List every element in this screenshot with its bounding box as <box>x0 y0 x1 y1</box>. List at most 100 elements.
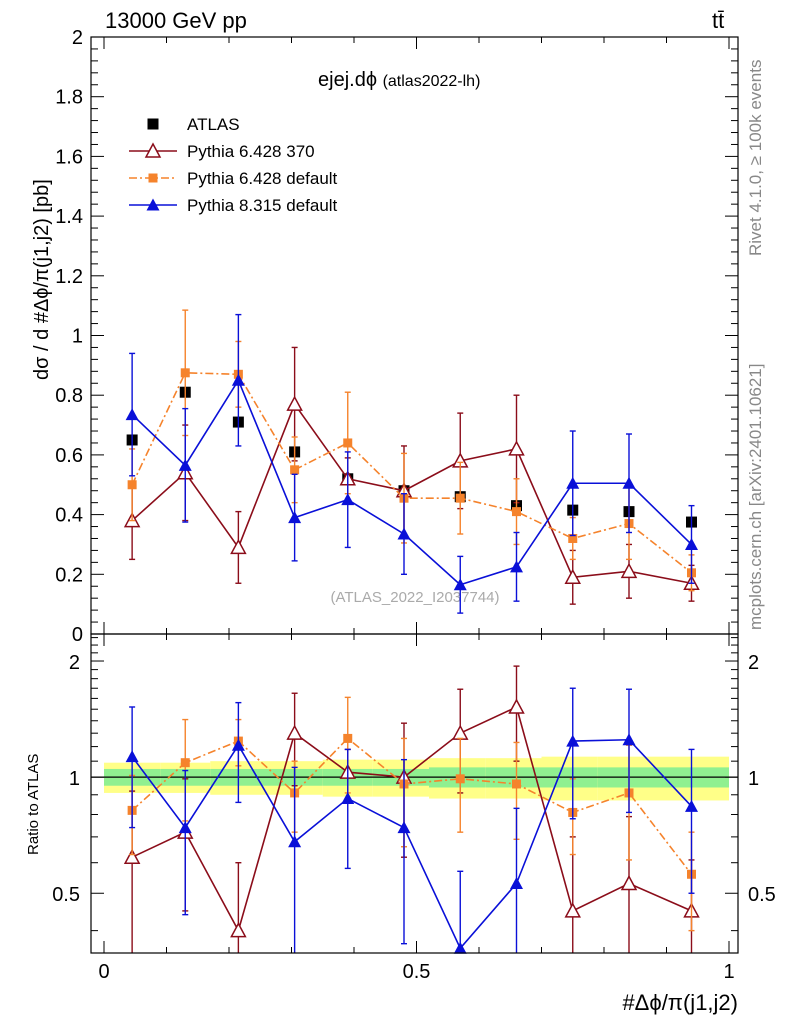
main-point-pythia-6-428-370 <box>286 395 303 411</box>
ratio-point-pythia-6-428-370 <box>508 698 525 714</box>
ratio-point-pythia-8-315-default <box>231 738 245 751</box>
ratio-point-pythia-6-428-370 <box>286 724 303 740</box>
ratio-y-axis-label: Ratio to ATLAS <box>25 754 42 855</box>
main-y-tick-label: 1.8 <box>55 87 83 109</box>
main-point-pythia-8-315-default <box>685 537 698 550</box>
main-point-pythia-8-315-default <box>178 458 192 471</box>
main-y-tick-label: 2 <box>72 27 83 49</box>
ratio-point-pythia-6-428-370 <box>620 874 638 891</box>
legend-item-atlas: ATLAS <box>147 115 240 134</box>
ratio-point-pythia-8-315-default <box>397 821 411 834</box>
legend-item-pythia-6-428-default: Pythia 6.428 default <box>129 169 338 188</box>
main-point-pythia-6-428-default <box>180 368 190 378</box>
ratio-panel: 0.5 0.5 1 1 2 2 0 0.5 1 Ratio to ATLAS #Δϕ/π(j1… <box>25 633 776 1015</box>
ratio-point-pythia-6-428-default <box>512 779 521 789</box>
ratio-y-tick-label: 0.5 <box>52 884 80 906</box>
main-point-pythia-6-428-370 <box>230 538 247 555</box>
legend-label: Pythia 8.315 default <box>187 196 338 215</box>
main-line-pythia-8-315-default <box>131 378 693 586</box>
x-axis-label: #Δϕ/π(j1,j2) <box>622 990 738 1015</box>
main-series-atlas <box>126 386 697 528</box>
ratio-frame <box>90 633 739 954</box>
main-y-tick-label: 1.6 <box>55 146 83 168</box>
ratio-y-tick-label: 1 <box>69 768 80 790</box>
main-point-pythia-6-428-370 <box>508 440 525 456</box>
main-line-pythia-6-428-default <box>131 371 692 574</box>
main-y-tick-label: 1.2 <box>55 266 83 288</box>
ratio-series-pythia-8-315-default <box>125 687 698 954</box>
main-y-tick-label: 0.6 <box>55 445 83 467</box>
x-tick-label: 1 <box>723 961 734 983</box>
watermark: (ATLAS_2022_I2037744) <box>330 589 499 606</box>
main-y-tick-label: 0.4 <box>55 505 83 527</box>
main-point-pythia-6-428-370 <box>620 562 638 579</box>
main-y-axis-label: dσ / d #Δϕ/π(j1,j2) [pb] <box>31 179 53 380</box>
legend-label: Pythia 6.428 370 <box>187 142 315 161</box>
ratio-y-tick-label-right: 1 <box>748 768 759 790</box>
main-point-pythia-6-428-default <box>343 438 353 448</box>
main-point-pythia-8-315-default <box>231 373 245 386</box>
main-point-pythia-8-315-default <box>397 527 411 540</box>
process-label: tt̄ <box>712 8 725 33</box>
main-y-tick-label: 0.8 <box>55 385 83 407</box>
main-point-pythia-8-315-default <box>622 476 636 489</box>
ratio-point-pythia-8-315-default <box>510 876 523 889</box>
main-point-pythia-6-428-370 <box>564 568 582 585</box>
main-point-pythia-6-428-default <box>290 465 300 475</box>
ratio-point-pythia-8-315-default <box>453 941 467 954</box>
ratio-series-pythia-6-428-default <box>127 696 696 932</box>
ratio-point-pythia-8-315-default <box>341 792 355 805</box>
legend-marker <box>147 118 159 130</box>
legend: ATLAS Pythia 6.428 370 Pythia 6.428 defaul… <box>129 115 338 215</box>
ratio-y-tick-label-right: 0.5 <box>748 884 776 906</box>
ratio-point-pythia-6-428-default <box>343 733 353 743</box>
ratio-point-pythia-6-428-370 <box>451 724 469 740</box>
x-tick-label: 0 <box>98 961 109 983</box>
main-y-tick-label: 1.4 <box>55 206 83 228</box>
ratio-point-pythia-6-428-370 <box>123 848 141 864</box>
ratio-series-pythia-6-428-370 <box>123 665 700 953</box>
analysis-tag: (atlas2022-lh) <box>383 73 481 90</box>
main-series-pythia-8-315-default <box>125 313 698 614</box>
main-point-pythia-8-315-default <box>125 408 139 421</box>
main-point-pythia-6-428-default <box>568 533 578 543</box>
ratio-point-pythia-8-315-default <box>566 734 580 747</box>
main-point-pythia-6-428-default <box>455 493 465 503</box>
ratio-point-pythia-8-315-default <box>685 799 698 812</box>
main-point-pythia-6-428-default <box>127 480 137 490</box>
main-series-pythia-6-428-370 <box>123 346 700 605</box>
ratio-point-pythia-8-315-default <box>622 733 636 746</box>
main-point-pythia-8-315-default <box>510 560 523 573</box>
ratio-y-tick-label: 2 <box>69 652 80 674</box>
main-point-pythia-8-315-default <box>341 493 355 506</box>
main-point-pythia-6-428-default <box>512 507 521 517</box>
ratio-point-pythia-8-315-default <box>178 821 192 834</box>
ratio-point-pythia-8-315-default <box>288 835 302 848</box>
ratio-point-pythia-6-428-370 <box>564 902 582 918</box>
main-y-tick-label: 0 <box>72 624 83 646</box>
legend-marker <box>146 198 160 211</box>
main-y-tick-label: 1 <box>72 326 83 348</box>
energy-label: 13000 GeV pp <box>105 8 247 33</box>
legend-item-pythia-8-315-default: Pythia 8.315 default <box>129 196 338 215</box>
main-line-pythia-6-428-370 <box>131 402 692 585</box>
plot-title: ejej.dϕ (atlas2022-lh) <box>318 69 480 91</box>
legend-item-pythia-6-428-370: Pythia 6.428 370 <box>129 142 315 161</box>
ratio-y-tick-label-right: 2 <box>748 652 759 674</box>
legend-marker <box>148 173 158 183</box>
ratio-point-pythia-6-428-default <box>455 774 465 784</box>
legend-label: ATLAS <box>187 115 240 134</box>
legend-label: Pythia 6.428 default <box>187 169 338 188</box>
main-point-pythia-8-315-default <box>453 578 467 591</box>
ratio-point-pythia-6-428-370 <box>230 922 247 938</box>
legend-marker <box>144 142 162 158</box>
ratio-point-pythia-6-428-default <box>180 758 190 768</box>
ratio-point-pythia-8-315-default <box>125 750 139 763</box>
main-series-pythia-6-428-default <box>127 309 696 592</box>
main-point-pythia-8-315-default <box>288 511 302 524</box>
main-point-pythia-8-315-default <box>566 476 580 489</box>
main-panel: ejej.dϕ (atlas2022-lh) (ATLAS_2022_I2037… <box>31 27 739 646</box>
x-tick-label: 0.5 <box>403 961 431 983</box>
main-y-tick-label: 0.2 <box>55 564 83 586</box>
